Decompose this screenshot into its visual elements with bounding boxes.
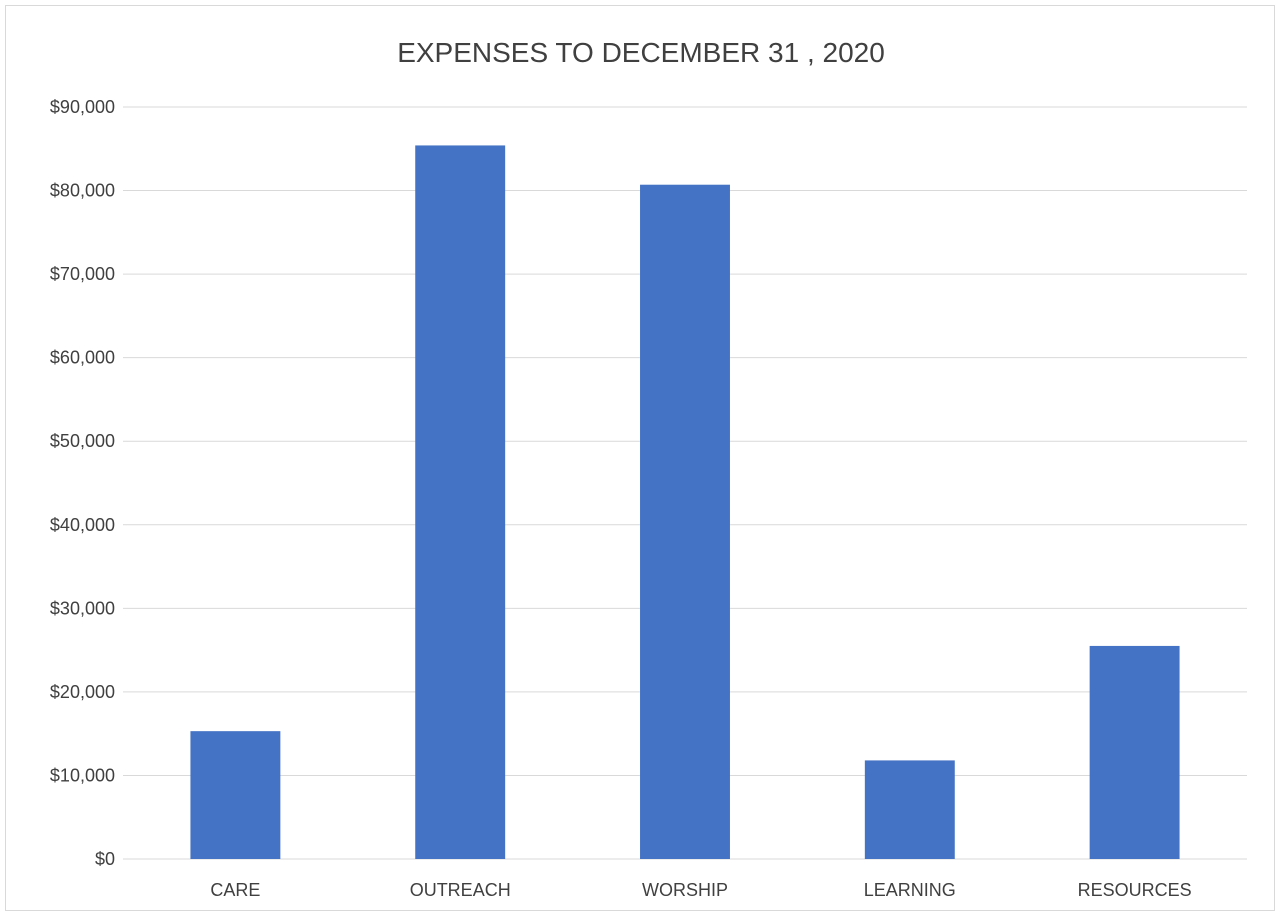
chart-title: EXPENSES TO DECEMBER 31 , 2020 [397,37,885,68]
y-tick-label: $0 [95,849,115,869]
y-tick-label: $70,000 [50,264,115,284]
y-tick-label: $10,000 [50,765,115,785]
x-tick-label: WORSHIP [642,880,728,900]
y-axis-tick-labels: $0 $10,000 $20,000 $30,000 $40,000 $50,000 $60… [50,97,115,869]
bar-resources [1089,645,1180,859]
x-tick-label: LEARNING [864,880,956,900]
bars [190,145,1180,860]
x-tick-label: CARE [210,880,260,900]
bar-learning [864,760,955,859]
y-tick-label: $40,000 [50,515,115,535]
y-tick-label: $20,000 [50,682,115,702]
y-tick-label: $60,000 [50,348,115,368]
bar-outreach [415,145,506,860]
bar-worship [640,184,730,859]
y-tick-label: $50,000 [50,431,115,451]
x-tick-label: RESOURCES [1078,880,1192,900]
x-axis-tick-labels: CARE OUTREACH WORSHIP LEARNING RESOURCES [210,880,1191,900]
y-tick-label: $30,000 [50,598,115,618]
y-tick-label: $90,000 [50,97,115,117]
bar-care [190,731,281,859]
x-tick-label: OUTREACH [410,880,511,900]
y-tick-label: $80,000 [50,181,115,201]
